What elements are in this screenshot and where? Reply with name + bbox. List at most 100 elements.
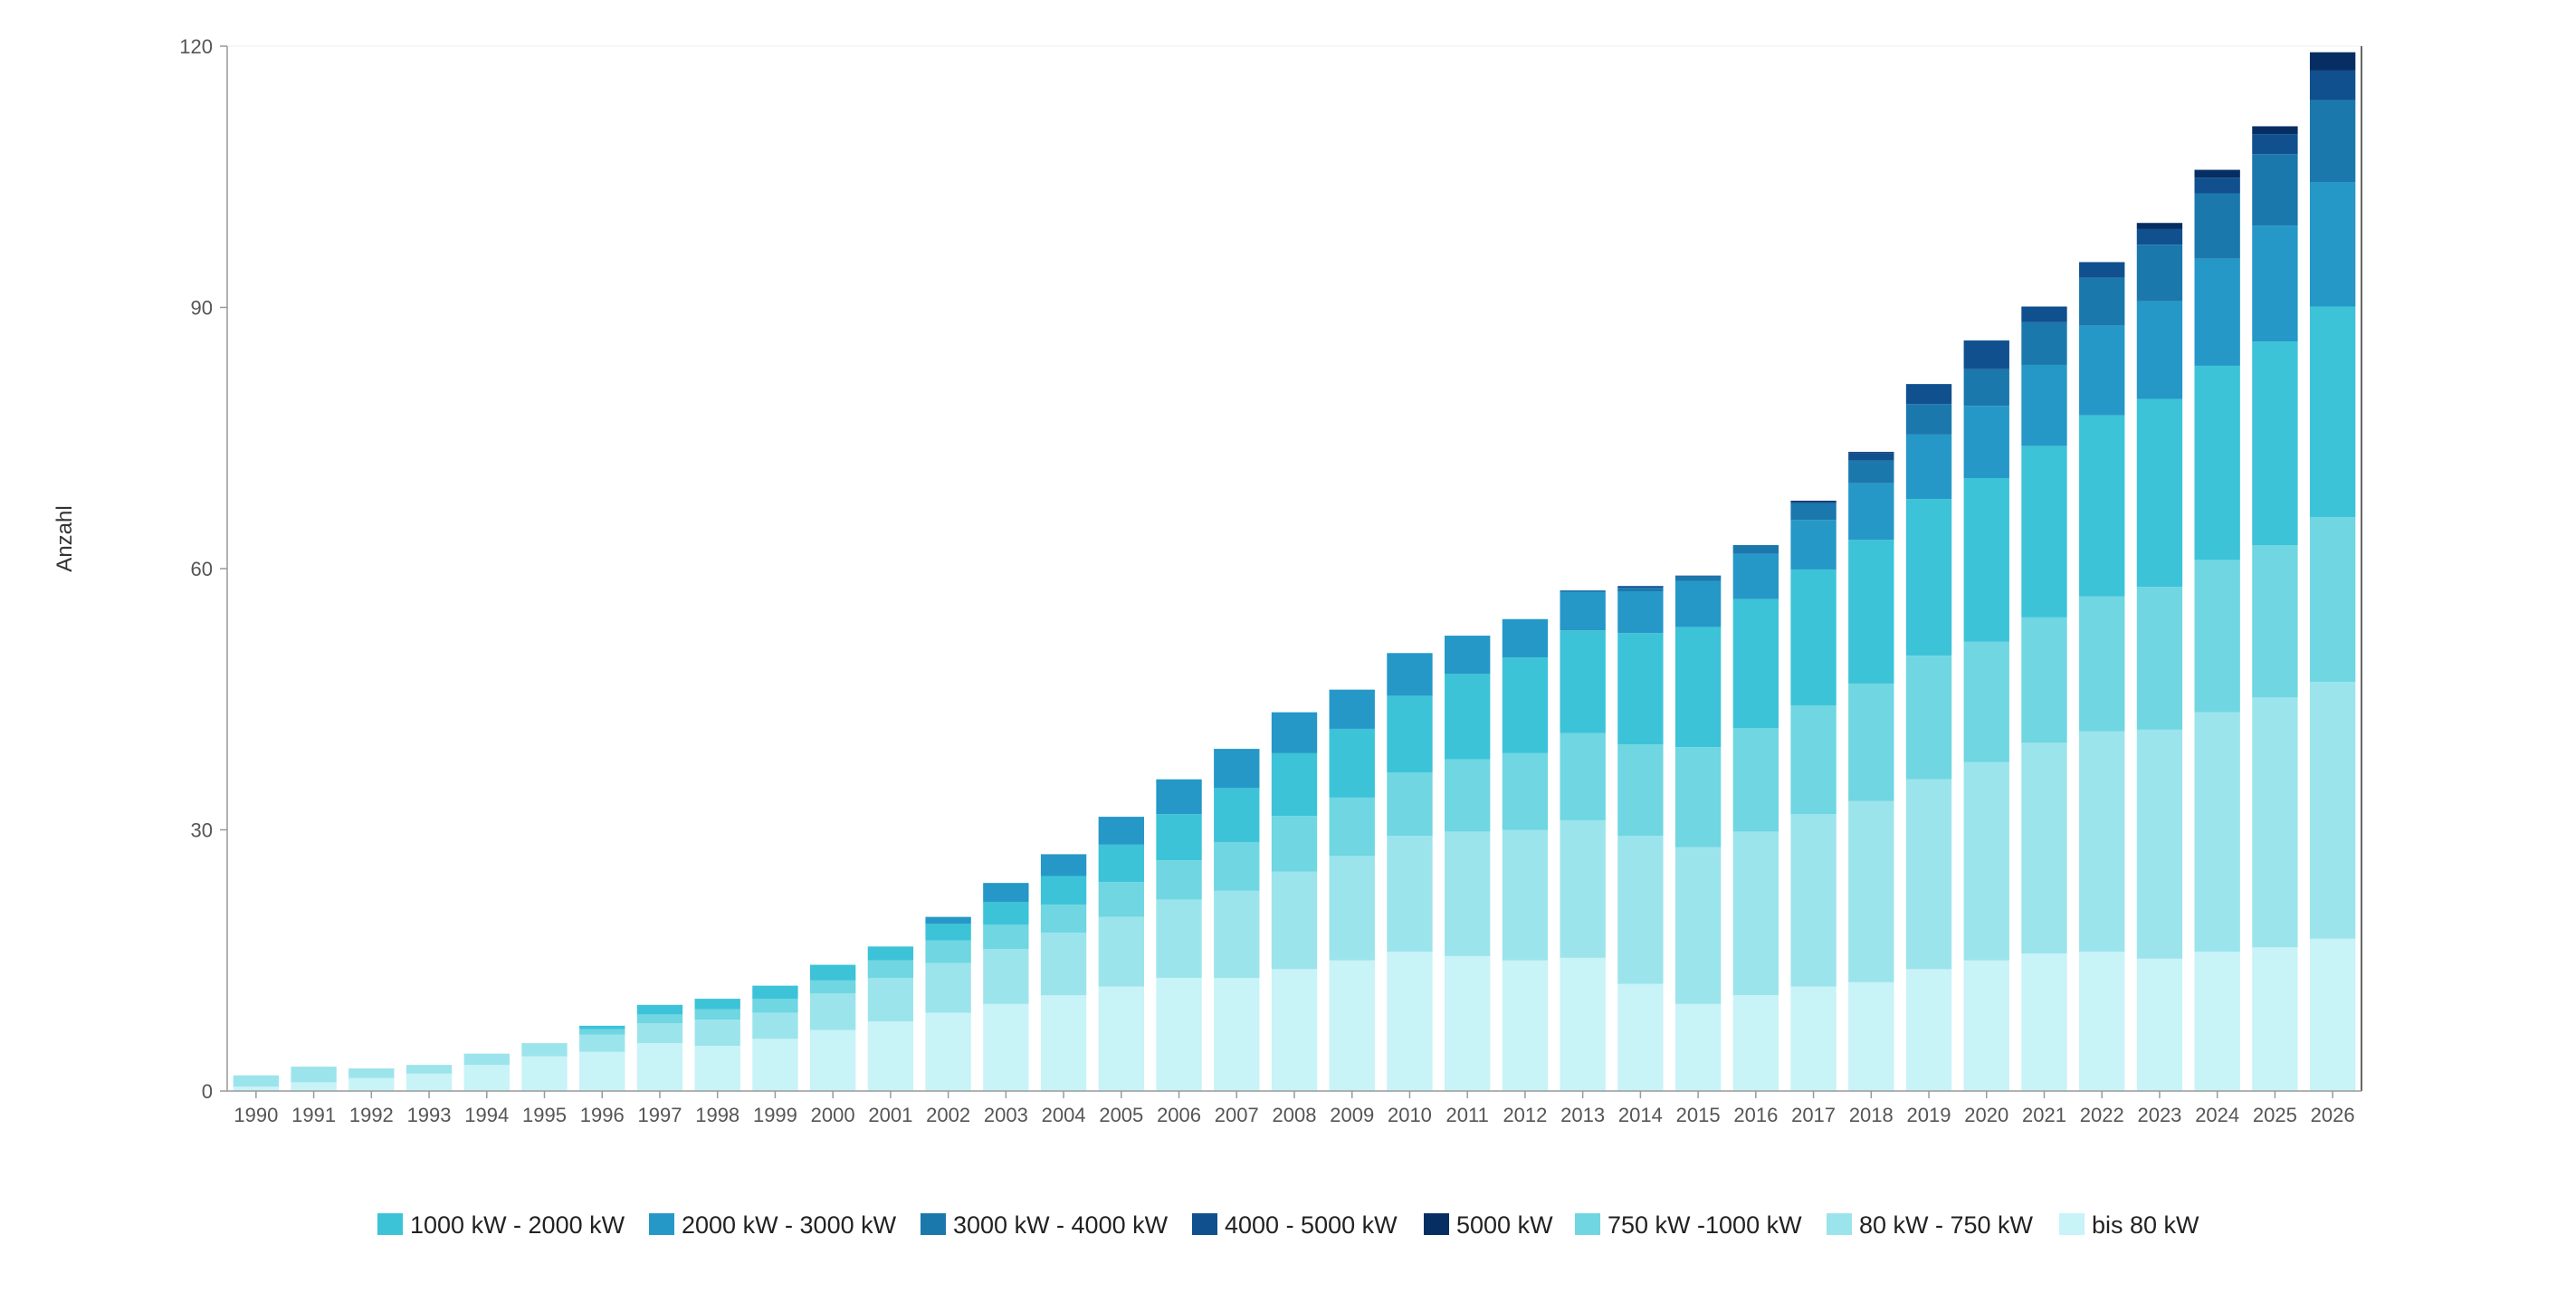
bar-segment [1214, 788, 1260, 842]
x-tick-label: 1993 [407, 1104, 452, 1126]
x-tick-label: 2001 [868, 1104, 912, 1126]
bar-segment [2309, 100, 2356, 183]
x-tick-label: 1992 [349, 1104, 394, 1126]
bar-segment [1905, 779, 1952, 970]
bar-segment [1674, 627, 1722, 748]
bar-segment [1617, 983, 1664, 1091]
bar-segment [1674, 576, 1722, 581]
bar-segment [1617, 591, 1664, 634]
x-tick-label: 2000 [811, 1104, 855, 1126]
bar-segment [1329, 960, 1375, 1091]
x-tick-label: 2008 [1273, 1104, 1317, 1126]
bar-segment [1905, 969, 1952, 1091]
bar-segment [983, 1003, 1029, 1091]
bar-segment [694, 1045, 740, 1091]
x-tick-label: 2010 [1388, 1104, 1432, 1126]
bar-segment [1214, 841, 1260, 891]
bar-segment [1040, 876, 1087, 905]
bar-segment [579, 1051, 625, 1091]
bar-segment [291, 1082, 337, 1091]
bar-segment [1445, 674, 1491, 760]
bar-stacks [233, 52, 2356, 1091]
bar-segment [1732, 995, 1779, 1091]
legend-swatch [1192, 1213, 1217, 1235]
bar-segment [1040, 905, 1087, 933]
x-tick-label: 2023 [2137, 1104, 2181, 1126]
bar-segment [1848, 453, 1894, 461]
bar-segment [1732, 545, 1779, 554]
legend-item: 4000 - 5000 kW [1192, 1211, 1398, 1239]
bar-segment [579, 1034, 625, 1052]
bar-segment [1732, 598, 1779, 728]
bar-segment [521, 1043, 568, 1057]
bar-segment [233, 1087, 280, 1091]
bar-segment [1963, 641, 2009, 762]
bar-segment [2136, 958, 2183, 1091]
bar-segment [2136, 244, 2183, 302]
bar-segment [1387, 772, 1433, 837]
bar-segment [2194, 952, 2240, 1091]
y-tick-label: 0 [202, 1080, 213, 1103]
bar-segment [463, 1053, 510, 1066]
bar-segment [1271, 969, 1318, 1091]
bar-segment [2194, 193, 2240, 259]
bar-segment [1271, 816, 1318, 872]
x-tick-label: 2007 [1215, 1104, 1259, 1126]
bar-segment [1674, 847, 1722, 1004]
bar-segment [2252, 341, 2298, 546]
bar-segment [983, 883, 1029, 903]
bar-segment [2079, 262, 2125, 278]
bar-segment [1040, 995, 1087, 1091]
legend-label: 4000 - 5000 kW [1225, 1211, 1398, 1239]
bar-segment [1617, 744, 1664, 837]
legend-label: 3000 kW - 4000 kW [953, 1211, 1169, 1239]
bar-segment [1963, 960, 2009, 1091]
bar-segment [636, 1014, 683, 1023]
bar-segment [1502, 829, 1549, 961]
bar-segment [1329, 797, 1375, 857]
bar-segment [2136, 729, 2183, 959]
bar-segment [233, 1075, 280, 1087]
x-tick-label: 2024 [2195, 1104, 2239, 1126]
bar-segment [2309, 182, 2356, 307]
bar-segment [983, 902, 1029, 925]
bar-segment [1732, 831, 1779, 996]
bar-segment [2252, 126, 2298, 135]
bar-segment [1848, 540, 1894, 684]
legend-swatch [2059, 1213, 2085, 1235]
bar-segment [2309, 70, 2356, 101]
bar-segment [2021, 617, 2067, 743]
bar-segment [1790, 500, 1837, 502]
bar-segment [867, 960, 914, 978]
bar-segment [1790, 569, 1837, 705]
bar-segment [2021, 321, 2067, 365]
bar-segment [1617, 586, 1664, 589]
x-tick-label: 2006 [1157, 1104, 1201, 1126]
bar-segment [1848, 981, 1894, 1091]
x-tick-label: 1994 [464, 1104, 509, 1126]
bar-segment [2021, 306, 2067, 322]
bar-segment [1329, 728, 1375, 798]
bar-segment [2021, 364, 2067, 446]
legend-swatch [1424, 1213, 1449, 1235]
bar-segment [1502, 960, 1549, 1091]
bar-segment [636, 1022, 683, 1044]
bar-segment [1617, 836, 1664, 984]
x-tick-label: 1995 [522, 1104, 567, 1126]
bar-segment [2252, 697, 2298, 948]
bar-segment [1848, 483, 1894, 541]
bar-segment [1905, 656, 1952, 780]
bar-segment [809, 1029, 856, 1091]
bar-segment [1502, 618, 1549, 658]
bar-segment [1790, 986, 1837, 1091]
legend-label: bis 80 kW [2092, 1211, 2199, 1239]
bar-segment [694, 1020, 740, 1046]
bar-segment [1848, 460, 1894, 483]
bar-segment [2136, 587, 2183, 730]
bar-segment [1732, 727, 1779, 832]
legend-label: 5000 kW [1456, 1211, 1553, 1239]
bar-segment [1963, 761, 2009, 961]
legend-item: 2000 kW - 3000 kW [649, 1211, 897, 1239]
bar-segment [1502, 657, 1549, 753]
x-tick-label: 2018 [1849, 1104, 1894, 1126]
